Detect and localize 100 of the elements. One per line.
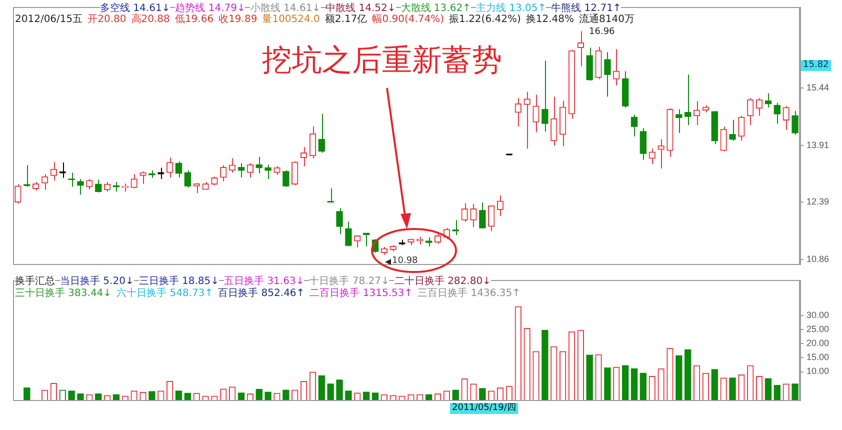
candlestick: [542, 60, 548, 132]
y-tick-label: 13.91: [806, 140, 830, 150]
candlestick: [77, 178, 84, 196]
candlestick: [524, 91, 530, 150]
candlestick: [604, 52, 611, 98]
candlestick: [630, 114, 638, 137]
candlestick: [434, 233, 442, 244]
candlestick: [729, 119, 736, 142]
bar: [542, 330, 548, 400]
annotation: 二百日换手 1315.53↑: [310, 288, 413, 299]
annotation: 流通8140万: [579, 14, 634, 25]
y-tick-label: 20.00: [806, 338, 830, 348]
bar: [24, 388, 30, 400]
bar: [362, 392, 370, 400]
candlestick: [309, 126, 316, 159]
bar: [711, 369, 718, 400]
annotation: 中散线 14.52↓: [326, 3, 396, 14]
bar: [604, 367, 611, 400]
candlestick: [756, 98, 763, 116]
candlestick: [166, 157, 174, 178]
y-tick-label: 10.86: [806, 254, 830, 264]
annotation: 小散线 14.61↓: [250, 3, 321, 14]
annotation: 十日换手 78.27↓: [309, 276, 390, 287]
y-tick-label: 30.00: [806, 310, 830, 320]
candlestick: [345, 221, 352, 247]
bar: [68, 390, 75, 400]
candlestick: [264, 164, 272, 180]
candlestick: [693, 100, 700, 126]
annotation: 换手汇总: [15, 276, 55, 287]
candlestick: [68, 172, 75, 188]
bar: [764, 378, 772, 400]
candlestick: [792, 110, 798, 135]
text: 15.82: [801, 60, 831, 71]
bar: [452, 390, 459, 400]
annotation: 二十日换手 282.80↓: [394, 276, 491, 287]
candlestick: [175, 160, 182, 178]
bar: [479, 388, 486, 400]
candlestick: [50, 162, 58, 181]
annotation: 额2.17亿: [324, 14, 368, 25]
candlestick: [532, 94, 540, 133]
candlestick: [470, 204, 477, 228]
candlestick: [452, 220, 459, 236]
candlestick: [14, 184, 22, 204]
annotation: 10.98: [392, 256, 418, 266]
candlestick: [193, 182, 200, 194]
annotation: 开20.80: [88, 14, 126, 25]
candlestick: [738, 115, 745, 142]
candlestick: [676, 108, 682, 134]
candlestick: [184, 170, 191, 188]
candlestick: [747, 98, 754, 126]
candlestick: [95, 179, 102, 193]
bar: [345, 390, 352, 400]
bar: [238, 392, 245, 400]
candlestick: [86, 178, 93, 190]
bar: [282, 390, 290, 400]
candlestick: [256, 156, 262, 174]
bar: [586, 354, 593, 400]
candlestick: [550, 96, 558, 146]
candlestick: [514, 98, 522, 128]
y-tick-label: 15.44: [806, 82, 830, 93]
candlestick: [130, 174, 138, 189]
candlestick: [362, 232, 370, 247]
bar: [148, 391, 156, 400]
y-tick-label: 25.00: [806, 324, 830, 334]
bar: [95, 393, 102, 400]
candlestick: [327, 188, 334, 204]
bar: [774, 384, 780, 400]
annotation: 六十日换手 548.73↑: [116, 288, 214, 299]
annotation: 三十日换手 383.44↓: [15, 288, 112, 299]
bar: [372, 392, 379, 400]
candlestick: [577, 30, 584, 67]
candlestick: [461, 202, 468, 222]
bar: [256, 388, 262, 400]
candlestick: [684, 74, 692, 126]
annotation: 幅0.90(4.74%): [372, 14, 444, 25]
annotation: 收19.89: [218, 14, 258, 25]
bar: [264, 392, 272, 400]
candlestick: [782, 106, 790, 130]
bar: [792, 384, 798, 400]
bar: [426, 394, 432, 400]
annotation: 主力线 13.05↑: [476, 3, 546, 14]
annotation: 2012/06/15五: [15, 14, 83, 25]
bar: [729, 378, 736, 400]
candlestick: [318, 113, 325, 154]
bar: [336, 380, 343, 400]
y-tick-label: 10.00: [806, 366, 830, 376]
candlestick: [246, 162, 254, 178]
text: 2011/05/19/四: [450, 403, 518, 414]
annotation: 当日换手 5.20↓: [60, 276, 134, 287]
annotation: 大散线 13.62↑: [400, 3, 471, 14]
bar: [77, 393, 84, 400]
candlestick: [774, 102, 780, 124]
bar: [622, 365, 629, 400]
candlestick: [104, 181, 111, 192]
candlestick: [648, 148, 656, 164]
annotation: 五日换手 31.63↓: [224, 276, 304, 287]
candlestick: [496, 194, 504, 216]
candlestick: [140, 170, 146, 184]
candlestick: [720, 126, 727, 152]
y-tick-label: 15.00: [806, 352, 830, 362]
